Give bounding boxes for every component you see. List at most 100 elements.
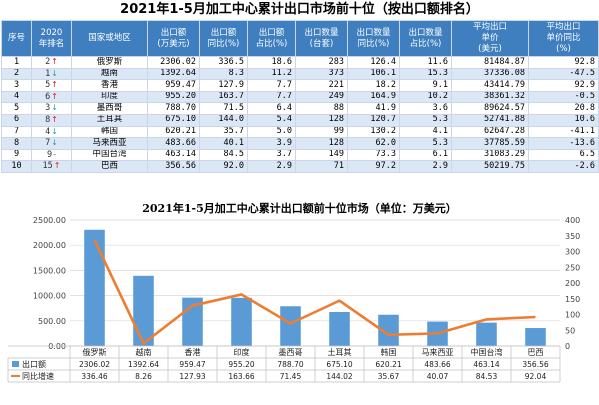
share-cell: 3.7 <box>247 148 296 162</box>
arrow-down-icon: ↓ <box>51 68 58 78</box>
export-cell: 356.56 <box>147 160 200 173</box>
data-label: 336.46 <box>81 372 107 381</box>
no-cell: 9 <box>1 148 32 162</box>
no-cell: 10 <box>1 160 32 173</box>
prev-rank: 5 <box>45 80 51 91</box>
data-label: 356.56 <box>522 360 548 369</box>
price-cell: 50219.75 <box>451 160 529 173</box>
bar <box>84 229 105 346</box>
chart-title: 2021年1-5月加工中心累计出口额前十位市场（单位：万美元） <box>142 202 457 215</box>
export-cell: 788.70 <box>147 102 200 115</box>
bar <box>231 297 252 346</box>
price-cell: 43414.79 <box>451 79 529 92</box>
qty_yoy-cell: 106.1 <box>347 67 400 81</box>
price_yoy-cell: 92.9 <box>528 79 599 92</box>
arrow-up-icon: ↑ <box>53 161 61 171</box>
qty_share-cell: 5.3 <box>399 137 452 150</box>
ranking-table: 序号 2020 年排名 国家或地区 出口额 (万美元) 出口额 同比(%) 出口额 占比(%) 出口… <box>1 20 599 173</box>
export-cell: 620.21 <box>147 125 200 139</box>
price_yoy-cell: -2.6 <box>528 160 599 173</box>
data-label: 620.21 <box>375 360 401 369</box>
y2-tick-label: 350 <box>565 232 580 241</box>
prev-rank-cell: 15↑ <box>31 160 72 173</box>
qty_yoy-cell: 120.7 <box>347 113 400 127</box>
data-label: 40.07 <box>427 372 449 381</box>
qty_share-cell: 3.6 <box>399 102 452 115</box>
export-cell: 959.47 <box>147 79 200 92</box>
share-cell: 5.0 <box>247 125 296 139</box>
price_yoy-cell: 6.5 <box>528 148 599 162</box>
data-label: 483.66 <box>424 360 450 369</box>
data-label: 35.67 <box>378 372 400 381</box>
table-row: 4 6↑ 印度 955.20 163.7 7.7 249 164.9 10.2 38361.32-… <box>1 90 599 104</box>
table-body: 1 2↑ 俄罗斯 2306.02 336.5 18.6 283 126.4 11.6 81484.… <box>1 56 599 173</box>
price_yoy-cell: -13.6 <box>528 137 599 150</box>
export-chart: 0.00 500.00 1000.00 1500.00 2000.00 2500.00 0 5… <box>7 216 580 383</box>
column-header: 平均出口 单价 (美元) <box>451 20 529 57</box>
data-label: 92.04 <box>525 372 547 381</box>
qty_share-cell: 5.3 <box>399 113 452 127</box>
data-label: 144.02 <box>326 372 352 381</box>
arrow-up-icon: ↑ <box>51 80 58 90</box>
y2-tick-label: 0 <box>565 342 570 351</box>
price-cell: 89624.57 <box>451 102 529 115</box>
yoy-cell: 127.9 <box>199 79 248 92</box>
qty-cell: 249 <box>295 90 348 104</box>
qty-cell: 128 <box>295 113 348 127</box>
y-tick-label: 500.00 <box>38 317 66 326</box>
share-cell: 6.4 <box>247 102 296 115</box>
share-cell: 7.7 <box>247 79 296 92</box>
x-tick-label: 巴西 <box>528 348 544 357</box>
x-tick-label: 马来西亚 <box>422 348 454 357</box>
share-cell: 5.4 <box>247 113 296 127</box>
qty_yoy-cell: 97.2 <box>347 160 400 173</box>
no-cell: 1 <box>1 56 32 69</box>
price_yoy-cell: -41.1 <box>528 125 599 139</box>
export-cell: 1392.64 <box>147 67 200 81</box>
no-cell: 7 <box>1 125 32 139</box>
prev-rank: 2 <box>45 57 51 67</box>
bar <box>280 306 301 346</box>
column-header: 平均出口 单价同比 (%) <box>528 20 599 57</box>
qty-cell: 149 <box>295 148 348 162</box>
price-cell: 31083.29 <box>451 148 529 162</box>
page-title: 2021年1-5月加工中心累计出口市场前十位（按出口额排名） <box>120 2 479 17</box>
prev-rank-cell: 7↓ <box>31 137 72 150</box>
prev-rank: 9 <box>46 149 53 160</box>
qty_yoy-cell: 18.2 <box>347 79 400 92</box>
y-tick-label: 2500.00 <box>33 216 66 225</box>
qty_share-cell: 15.3 <box>399 67 452 81</box>
yoy-cell: 84.5 <box>199 148 248 162</box>
price_yoy-cell: -0.5 <box>528 90 599 104</box>
export-cell: 463.14 <box>147 148 200 162</box>
price-cell: 81484.87 <box>451 56 529 69</box>
prev-rank-cell: 1↓ <box>31 67 72 81</box>
column-header: 2020 年排名 <box>31 20 72 57</box>
prev-rank-cell: 6↑ <box>31 90 72 104</box>
data-label: 675.10 <box>326 360 352 369</box>
table-row: 5 3↓ 墨西哥 788.70 71.5 6.4 88 41.9 3.6 89624.57 20.8 <box>1 102 599 115</box>
price_yoy-cell: -47.5 <box>528 67 599 81</box>
y2-tick-label: 100 <box>565 311 580 320</box>
qty_yoy-cell: 126.4 <box>347 56 400 69</box>
prev-rank: 6 <box>45 91 51 102</box>
x-tick-label: 墨西哥 <box>279 348 303 357</box>
table-row: 3 5↑ 香港 959.47 127.9 7.7 221 18.2 9.1 43414.79 92.… <box>1 79 599 92</box>
no-cell: 6 <box>1 113 32 127</box>
bar <box>525 328 546 346</box>
qty_yoy-cell: 41.9 <box>347 102 400 115</box>
yoy-cell: 71.5 <box>199 102 248 115</box>
qty_share-cell: 4.1 <box>399 125 452 139</box>
bar <box>329 311 350 346</box>
y2-tick-label: 150 <box>565 295 580 304</box>
bar <box>133 275 154 346</box>
legend-label: 出口额 <box>22 359 46 369</box>
country-cell: 俄罗斯 <box>71 56 148 69</box>
country-cell: 土耳其 <box>71 113 148 127</box>
x-tick-label: 俄罗斯 <box>83 347 107 357</box>
price-cell: 62647.28 <box>451 125 529 139</box>
data-label: 8.26 <box>135 372 152 381</box>
column-header: 序号 <box>1 20 32 57</box>
yoy-cell: 40.1 <box>199 137 248 150</box>
bar <box>378 314 399 346</box>
